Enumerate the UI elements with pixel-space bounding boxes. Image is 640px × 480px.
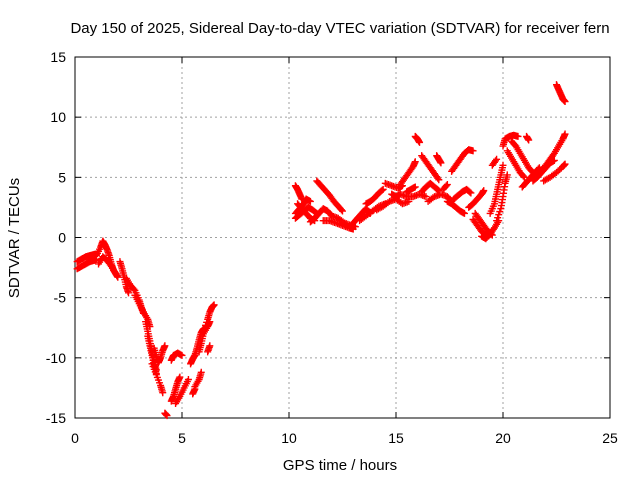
x-tick-label: 20 [495,430,511,446]
data-point [178,351,186,359]
data-point [379,185,387,193]
data-point [443,181,451,189]
y-tick-label: -5 [54,290,67,306]
x-tick-label: 0 [71,430,79,446]
data-point [176,373,184,381]
data-point [467,189,475,197]
data-point [492,157,500,165]
y-tick-label: -10 [46,350,66,366]
data-point [159,389,167,397]
data-point [561,98,569,106]
data-point [378,186,386,194]
data-point [525,136,533,144]
data-point [422,193,430,201]
y-axis-label: SDTVAR / TECUs [6,178,23,298]
data-point [416,138,424,146]
data-point [306,197,314,205]
x-tick-label: 25 [602,430,618,446]
data-point [561,130,569,138]
data-point [442,182,450,190]
data-point [499,161,507,169]
data-point [480,187,488,195]
chart-title: Day 150 of 2025, Sidereal Day-to-day VTE… [70,20,609,37]
data-point [435,176,443,184]
data-point [114,273,122,281]
data-point [206,342,214,350]
y-tick-label: -15 [46,410,66,426]
data-point [514,132,522,140]
data-point [339,207,346,215]
data-point [460,209,468,217]
axis-ticks: 0 5 10 15 20 25 -15 -10 -5 0 5 10 15 [46,49,618,446]
data-point [163,412,171,420]
data-point [437,159,445,167]
x-tick-label: 5 [178,430,186,446]
x-axis-label: GPS time / hours [283,457,397,474]
y-tick-label: 5 [58,169,66,185]
x-tick-label: 15 [388,430,404,446]
data-point [519,172,527,180]
data-point [184,375,192,383]
data-point [351,223,359,231]
y-tick-label: 10 [50,109,66,125]
data-point [503,171,511,179]
y-tick-label: 0 [58,230,66,246]
data-point [125,289,132,297]
data-point [210,301,218,309]
data-point [466,188,474,196]
data-point [161,342,169,350]
y-tick-label: 15 [50,49,66,65]
data-points [73,81,569,420]
data-point [493,155,501,163]
data-point [520,173,528,181]
x-tick-label: 10 [281,430,297,446]
data-point [411,158,419,166]
data-point [411,183,419,191]
data-point [130,285,138,293]
data-point [434,174,442,182]
grid [75,57,610,418]
data-point [337,206,345,214]
data-point [469,147,477,155]
data-point [197,368,205,376]
data-point [561,160,569,168]
